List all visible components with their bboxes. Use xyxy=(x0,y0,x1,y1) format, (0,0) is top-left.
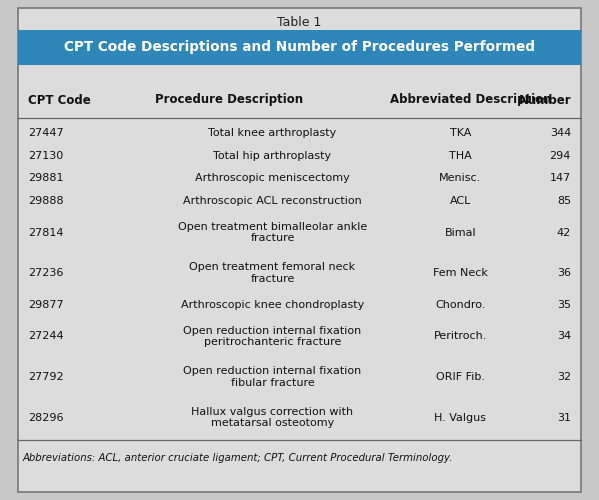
Text: Arthroscopic meniscectomy: Arthroscopic meniscectomy xyxy=(195,174,350,184)
Text: Bimal: Bimal xyxy=(444,228,476,237)
Text: Peritroch.: Peritroch. xyxy=(434,332,487,342)
Text: 31: 31 xyxy=(557,412,571,422)
Text: Arthroscopic knee chondroplasty: Arthroscopic knee chondroplasty xyxy=(181,300,364,310)
Text: Abbreviated Description: Abbreviated Description xyxy=(390,94,552,106)
Text: 27244: 27244 xyxy=(28,332,63,342)
Text: 36: 36 xyxy=(557,268,571,278)
Text: 294: 294 xyxy=(550,151,571,161)
Text: CPT Code: CPT Code xyxy=(28,94,91,106)
Text: Table 1: Table 1 xyxy=(277,16,322,28)
Text: 27236: 27236 xyxy=(28,268,63,278)
Text: 27130: 27130 xyxy=(28,151,63,161)
Text: 27814: 27814 xyxy=(28,228,63,237)
Text: Open treatment femoral neck
fracture: Open treatment femoral neck fracture xyxy=(189,262,356,284)
Text: ORIF Fib.: ORIF Fib. xyxy=(436,372,485,382)
Text: THA: THA xyxy=(449,151,472,161)
Text: Fem Neck: Fem Neck xyxy=(433,268,488,278)
Text: 42: 42 xyxy=(556,228,571,237)
Text: 28296: 28296 xyxy=(28,412,63,422)
Text: Procedure Description: Procedure Description xyxy=(155,94,303,106)
FancyBboxPatch shape xyxy=(18,8,581,492)
Text: Total hip arthroplasty: Total hip arthroplasty xyxy=(213,151,332,161)
Text: 29877: 29877 xyxy=(28,300,63,310)
Text: H. Valgus: H. Valgus xyxy=(434,412,486,422)
Text: Open reduction internal fixation
peritrochanteric fracture: Open reduction internal fixation peritro… xyxy=(183,326,362,347)
Text: 344: 344 xyxy=(550,128,571,138)
Text: 29888: 29888 xyxy=(28,196,63,206)
Text: ACL: ACL xyxy=(450,196,471,206)
Text: 27447: 27447 xyxy=(28,128,63,138)
Text: Arthroscopic ACL reconstruction: Arthroscopic ACL reconstruction xyxy=(183,196,362,206)
Text: CPT Code Descriptions and Number of Procedures Performed: CPT Code Descriptions and Number of Proc… xyxy=(64,40,535,54)
Text: Open reduction internal fixation
fibular fracture: Open reduction internal fixation fibular… xyxy=(183,366,362,388)
Text: 32: 32 xyxy=(557,372,571,382)
Text: 34: 34 xyxy=(557,332,571,342)
FancyBboxPatch shape xyxy=(18,30,581,65)
Text: 29881: 29881 xyxy=(28,174,63,184)
Text: TKA: TKA xyxy=(450,128,471,138)
Text: 27792: 27792 xyxy=(28,372,63,382)
Text: Number: Number xyxy=(518,94,571,106)
Text: Chondro.: Chondro. xyxy=(435,300,486,310)
Text: Hallux valgus correction with
metatarsal osteotomy: Hallux valgus correction with metatarsal… xyxy=(192,407,353,428)
Text: Total knee arthroplasty: Total knee arthroplasty xyxy=(208,128,337,138)
Text: Menisc.: Menisc. xyxy=(440,174,482,184)
Text: 147: 147 xyxy=(550,174,571,184)
Text: Abbreviations: ACL, anterior cruciate ligament; CPT, Current Procedural Terminol: Abbreviations: ACL, anterior cruciate li… xyxy=(23,453,453,463)
Text: 35: 35 xyxy=(557,300,571,310)
Text: Open treatment bimalleolar ankle
fracture: Open treatment bimalleolar ankle fractur… xyxy=(178,222,367,244)
Text: 85: 85 xyxy=(557,196,571,206)
